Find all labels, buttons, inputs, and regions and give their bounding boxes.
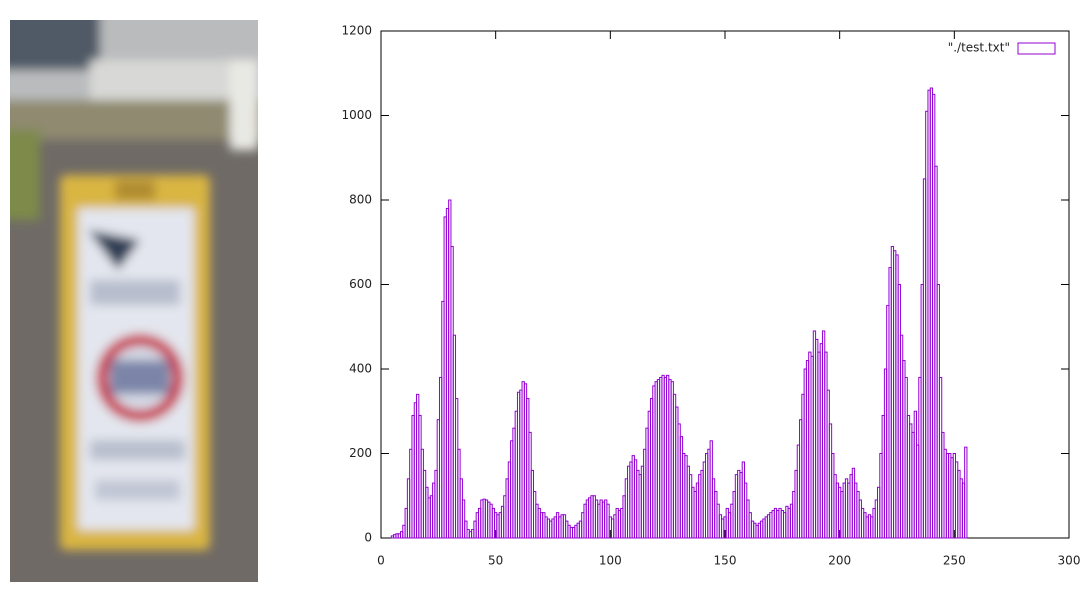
y-tick-label: 1200 xyxy=(341,24,372,38)
plot-frame xyxy=(380,30,1070,539)
legend-swatch xyxy=(1017,42,1056,55)
x-tick-label: 50 xyxy=(488,554,503,568)
bar xyxy=(461,499,466,539)
y-tick-label: 400 xyxy=(349,362,372,376)
y-tick-label: 200 xyxy=(349,446,372,460)
x-tick-label: 200 xyxy=(828,554,851,568)
y-tick-label: 0 xyxy=(364,531,372,545)
y-tick-label: 600 xyxy=(349,277,372,291)
y-tick-label: 800 xyxy=(349,193,372,207)
x-tick-label: 100 xyxy=(599,554,622,568)
x-tick-label: 250 xyxy=(943,554,966,568)
legend-label: "./test.txt" xyxy=(948,41,1010,55)
photo xyxy=(10,20,258,582)
bar xyxy=(964,446,968,539)
x-tick-label: 300 xyxy=(1058,554,1081,568)
y-tick-label: 1000 xyxy=(341,108,372,122)
x-tick-label: 150 xyxy=(714,554,737,568)
x-tick-label: 0 xyxy=(377,554,385,568)
